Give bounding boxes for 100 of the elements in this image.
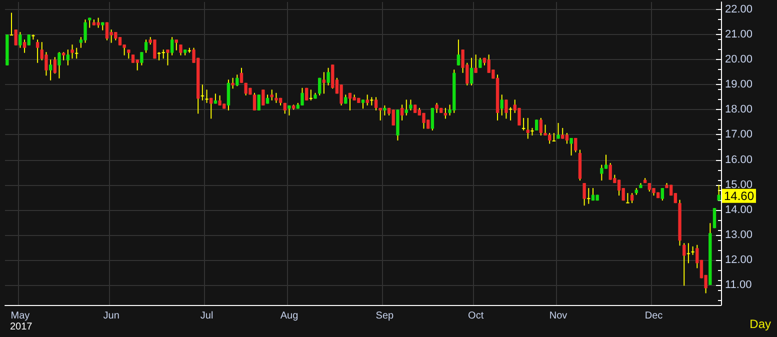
candlestick xyxy=(400,104,404,121)
candlestick xyxy=(686,242,690,264)
candlestick xyxy=(240,67,244,84)
candlestick xyxy=(552,132,556,142)
candlestick xyxy=(140,52,144,66)
candlestick xyxy=(361,99,365,110)
candlestick xyxy=(84,19,87,44)
x-tick-label: Oct xyxy=(468,310,484,322)
candlestick xyxy=(574,137,578,153)
y-tick-label: 12.00 xyxy=(725,254,753,266)
candlestick xyxy=(75,47,78,60)
candlestick xyxy=(262,89,265,106)
x-tick-label: Jun xyxy=(103,310,120,322)
text: 2017 xyxy=(10,322,33,332)
candlestick xyxy=(565,132,569,144)
candlestick xyxy=(600,164,604,182)
candlestick xyxy=(456,39,460,66)
x-tick-label: Sep xyxy=(376,310,394,322)
candlestick xyxy=(570,137,573,156)
candlestick xyxy=(14,29,18,46)
candlestick xyxy=(18,32,22,48)
y-tick-label: 22.00 xyxy=(725,4,753,16)
candlestick xyxy=(617,179,621,196)
x-tick-label: Nov xyxy=(549,310,568,322)
candlestick xyxy=(22,39,26,54)
candlestick xyxy=(370,96,374,106)
candlestick xyxy=(66,49,70,66)
candlestick xyxy=(378,107,382,121)
candlestick xyxy=(331,64,334,90)
candlestick xyxy=(682,242,686,286)
y-tick-label: 15.00 xyxy=(725,178,753,191)
candlestick xyxy=(626,192,630,204)
candlestick xyxy=(444,107,448,120)
candlestick xyxy=(179,44,182,56)
candlestick xyxy=(309,89,313,101)
candlestick xyxy=(522,117,526,131)
candlestick xyxy=(166,49,170,66)
x-tick-label: Jul xyxy=(200,310,214,322)
candlestick xyxy=(162,49,165,60)
candlestick xyxy=(404,99,408,116)
candlestick xyxy=(96,17,100,28)
candlestick xyxy=(504,99,508,120)
candlestick xyxy=(430,107,434,131)
candlestick xyxy=(548,132,552,144)
candlestick xyxy=(422,112,426,130)
candlestick xyxy=(153,39,156,60)
candlestick xyxy=(582,182,586,206)
x-tick-label: Dec xyxy=(644,310,663,322)
candlestick xyxy=(170,36,174,56)
candlestick xyxy=(508,106,512,121)
candlestick xyxy=(144,39,148,54)
candlestick xyxy=(322,72,326,94)
candlestick xyxy=(226,79,230,111)
candlestick xyxy=(539,117,543,136)
y-tick-label: 19.00 xyxy=(725,78,753,91)
candlestick xyxy=(409,99,412,111)
candlestick xyxy=(392,109,395,126)
candlestick xyxy=(174,39,178,51)
y-tick-label: 20.00 xyxy=(725,54,753,66)
candlestick xyxy=(374,96,378,111)
candlestick xyxy=(157,52,161,61)
candlestick xyxy=(44,52,48,76)
x-tick-label: May xyxy=(10,310,30,322)
candlestick xyxy=(556,122,560,140)
y-tick-label: 14.00 xyxy=(725,204,753,216)
y-tick-label: 16.00 xyxy=(725,154,753,166)
candlestick xyxy=(500,94,504,116)
candlestick xyxy=(534,119,538,131)
candlestick xyxy=(435,102,438,114)
candlestick xyxy=(105,22,109,41)
candlestick xyxy=(270,89,274,101)
annotation: 14.60 xyxy=(724,188,754,203)
candlestick xyxy=(231,77,234,90)
candlestick xyxy=(236,74,239,87)
candlestick xyxy=(660,188,664,202)
candlestick xyxy=(10,12,14,36)
y-tick-label: 13.00 xyxy=(725,228,753,241)
y-tick-label: 18.00 xyxy=(725,104,753,116)
y-tick-label: 17.00 xyxy=(725,128,753,141)
candlestick xyxy=(53,56,57,74)
candlestick xyxy=(383,104,386,116)
candlestick xyxy=(218,94,222,106)
candlestick xyxy=(200,84,204,101)
text: Day xyxy=(750,317,772,331)
candlestick xyxy=(70,44,74,60)
candlestick xyxy=(127,49,130,60)
candlestick xyxy=(300,87,304,106)
candlestick xyxy=(252,92,256,111)
candlestick xyxy=(274,92,278,104)
candlestick xyxy=(474,54,478,74)
candlestick xyxy=(58,52,61,79)
y-tick-label: 11.00 xyxy=(725,278,752,291)
candlestick xyxy=(712,208,716,229)
candlestick xyxy=(478,57,482,68)
x-tick-label: Aug xyxy=(280,310,298,322)
candlestick xyxy=(470,57,474,86)
y-tick-label: 21.00 xyxy=(725,28,753,41)
candlestick xyxy=(36,39,40,64)
candlestick xyxy=(304,87,308,101)
candlestick xyxy=(48,59,52,81)
